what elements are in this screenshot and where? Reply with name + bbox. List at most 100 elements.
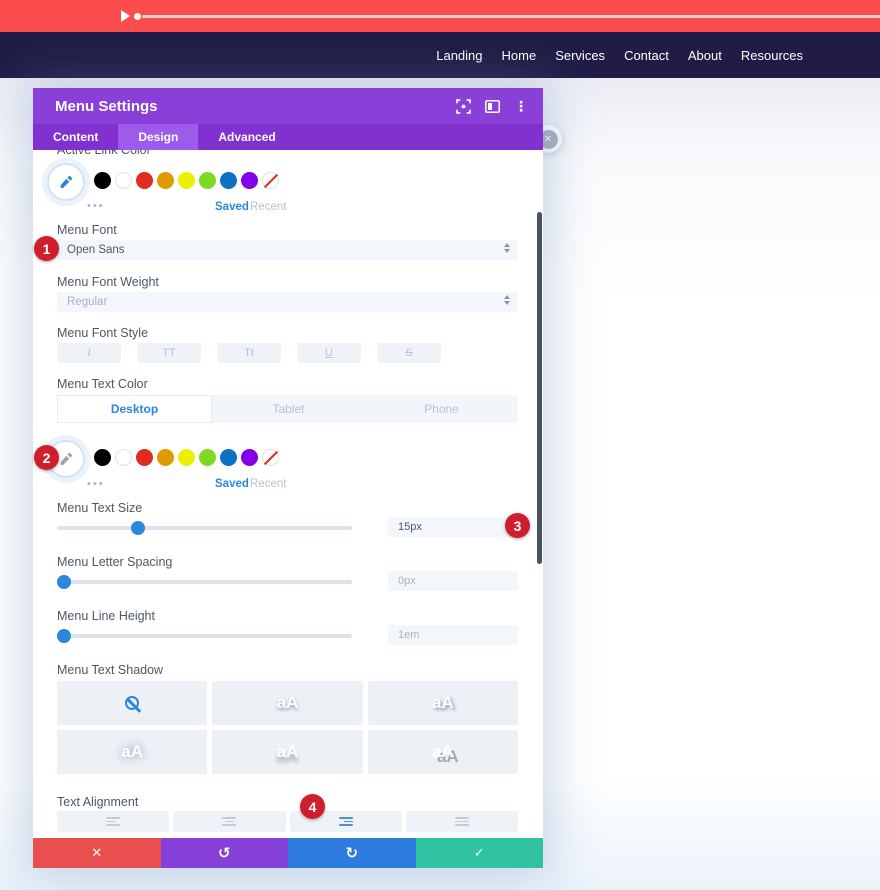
shadow-option-4[interactable]: aA [57,730,208,774]
modal-header[interactable]: Menu Settings ⋮ [33,88,543,124]
italic-button[interactable]: I [57,343,121,363]
swatch-none-icon[interactable] [262,449,279,466]
save-button[interactable]: ✓ [415,838,543,868]
shadow-sample: aA [276,742,299,761]
swatch-green[interactable] [199,449,216,466]
menu-text-size-slider[interactable] [57,521,352,535]
nav-item-landing[interactable]: Landing [436,47,483,63]
undo-button[interactable]: ↺ [160,838,288,868]
swatch-blue[interactable] [220,449,237,466]
audio-progress-handle[interactable] [134,13,141,20]
shadow-option-2[interactable]: aA [212,681,363,725]
device-tabs: Desktop Tablet Phone [57,395,518,423]
modal-tab-bar: Content Design Advanced [33,124,543,150]
menu-line-height-input[interactable]: 1em [388,625,518,645]
undo-icon: ↺ [217,845,231,862]
shadow-none-option[interactable] [57,681,208,725]
slider-handle[interactable] [130,521,145,535]
annotation-badge-4: 4 [300,794,325,819]
nav-item-about[interactable]: About [687,47,722,63]
recent-colors-link[interactable]: Recent [250,201,287,213]
more-options-icon[interactable]: ⋮ [514,98,528,114]
menu-letter-spacing-input[interactable]: 0px [388,571,518,591]
check-icon: ✓ [473,845,485,860]
shadow-option-5[interactable]: aA [212,730,363,774]
shadow-sample: aA [276,693,299,712]
align-justify-button[interactable] [405,811,518,832]
align-left-icon [106,817,121,826]
nav-item-contact[interactable]: Contact [624,47,669,63]
menu-letter-spacing-slider[interactable] [57,575,352,589]
play-icon[interactable] [121,10,130,22]
shadow-sample: aA [121,742,144,761]
saved-colors-link[interactable]: Saved [215,201,249,213]
menu-font-style-label: Menu Font Style [57,326,149,340]
cancel-button[interactable]: ✕ [33,838,161,868]
split-view-icon[interactable] [484,98,500,114]
slider-handle[interactable] [57,575,71,589]
swatch-white[interactable] [115,172,132,189]
focus-expand-icon[interactable] [455,98,471,114]
swatch-blue[interactable] [220,172,237,189]
swatch-red[interactable] [136,449,153,466]
menu-font-select[interactable]: Open Sans [57,240,518,260]
device-tab-phone[interactable]: Phone [424,402,459,416]
menu-text-size-label: Menu Text Size [57,501,143,515]
site-nav: Landing Home Services Contact About Reso… [0,32,880,78]
shadow-option-3[interactable]: aA [367,681,518,725]
nav-item-services[interactable]: Services [555,47,606,63]
menu-font-label: Menu Font [57,223,117,237]
redo-icon: ↻ [345,845,359,862]
nav-item-home[interactable]: Home [501,47,537,63]
nav-item-resources[interactable]: Resources [740,47,803,63]
audio-player-bar [0,0,880,32]
slider-handle[interactable] [57,629,71,643]
recent-colors-link[interactable]: Recent [250,478,287,490]
swatch-yellow[interactable] [178,449,195,466]
more-colors-dots[interactable]: ••• [87,478,105,490]
swatch-none-icon[interactable] [262,172,279,189]
swatch-white[interactable] [115,449,132,466]
swatch-black[interactable] [94,449,111,466]
tab-design[interactable]: Design [118,124,199,150]
strikethrough-button[interactable]: S [377,343,441,363]
menu-font-weight-value: Regular [67,296,108,308]
swatch-red[interactable] [136,172,153,189]
uppercase-button[interactable]: TT [137,343,201,363]
eyedropper-button-active-link[interactable] [47,163,85,201]
smallcaps-button[interactable]: Tt [217,343,281,363]
swatch-orange[interactable] [157,449,174,466]
more-colors-dots[interactable]: ••• [87,200,105,212]
no-shadow-icon [125,696,140,710]
align-left-button[interactable] [57,811,170,832]
audio-progress-track[interactable] [142,15,880,18]
swatch-purple[interactable] [241,172,258,189]
menu-line-height-slider[interactable] [57,629,352,643]
underline-button[interactable]: U [297,343,361,363]
tab-advanced[interactable]: Advanced [218,130,276,144]
tab-content[interactable]: Content [53,130,99,144]
shadow-option-6[interactable]: aA [367,730,518,774]
modal-header-icons: ⋮ [455,98,529,114]
color-palette-row-1 [94,172,279,189]
modal-scrollbar[interactable] [537,212,542,564]
saved-colors-link[interactable]: Saved [215,478,249,490]
swatch-yellow[interactable] [178,172,195,189]
color-palette-row-2 [94,449,279,466]
swatch-black[interactable] [94,172,111,189]
swatch-purple[interactable] [241,449,258,466]
menu-text-size-input[interactable]: 15px [388,517,518,537]
select-arrows-icon [504,295,510,305]
swatch-green[interactable] [199,172,216,189]
menu-font-weight-select[interactable]: Regular [57,292,518,312]
device-tab-desktop[interactable]: Desktop [57,395,212,423]
modal-body: Active Link Color ••• Saved Recent Menu … [33,150,543,838]
modal-title: Menu Settings [55,97,158,115]
redo-button[interactable]: ↻ [288,838,416,868]
swatch-orange[interactable] [157,172,174,189]
annotation-badge-3: 3 [505,513,530,538]
eyedropper-icon [60,175,73,188]
annotation-badge-1: 1 [34,236,59,261]
align-center-button[interactable] [173,811,286,832]
device-tab-tablet[interactable]: Tablet [272,402,305,416]
